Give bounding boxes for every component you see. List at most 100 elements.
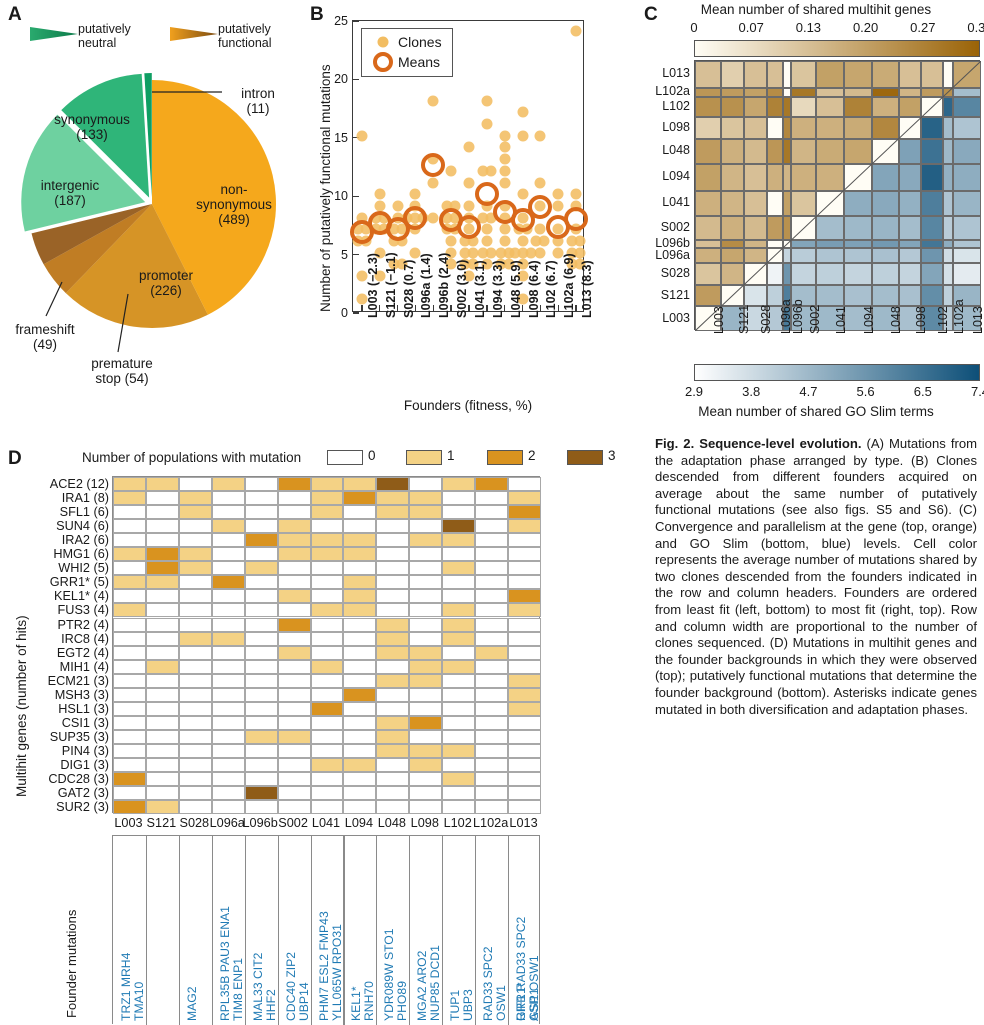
y-tick-label: 5 — [341, 247, 348, 262]
panel-c-cell — [743, 190, 767, 217]
panel-d-cell — [376, 715, 410, 730]
panel-c-cell — [898, 87, 922, 97]
panel-d-cell — [442, 800, 476, 815]
panel-d-cell — [145, 603, 179, 618]
panel-d-cell — [310, 533, 344, 548]
founder-column-separator — [475, 836, 477, 1025]
panel-d-heatmap: D Number of populations with mutation AC… — [0, 428, 650, 1025]
clone-point — [481, 258, 493, 270]
panel-c-cell — [791, 239, 817, 249]
panel-d-cell — [277, 617, 311, 632]
y-tick-mark — [353, 137, 359, 139]
panel-d-cell — [409, 547, 443, 562]
panel-d-cell — [343, 603, 377, 618]
panel-c-cell — [721, 96, 744, 118]
panel-d-cell — [113, 701, 146, 716]
panel-d-cell — [113, 772, 146, 787]
panel-d-cell — [178, 673, 212, 688]
panel-d-row-label-PIN4: PIN4 (3) — [61, 743, 109, 758]
panel-c-cell — [743, 87, 767, 97]
panel-c-cell — [952, 239, 981, 249]
clone-point — [530, 235, 542, 247]
panel-c-cell — [843, 61, 873, 88]
panel-c-cell — [721, 239, 744, 249]
panel-d-row-label-HMG1: HMG1 (6) — [53, 547, 109, 562]
panel-c-cell — [721, 263, 744, 285]
x-tick-label-7: L094 (3.3) — [490, 260, 505, 318]
panel-d-cell — [376, 673, 410, 688]
panel-d-cell — [145, 758, 179, 773]
panel-c-cell — [843, 190, 873, 217]
panel-c-cell — [791, 61, 817, 88]
panel-d-cell — [211, 673, 245, 688]
panel-d-col-label-S028: S028 — [179, 816, 210, 831]
panel-d-cell — [409, 477, 443, 492]
clone-point — [517, 247, 529, 259]
panel-d-legend-swatch-3 — [567, 450, 603, 465]
panel-d-cell — [442, 758, 476, 773]
clone-point — [570, 188, 582, 200]
x-tick-mark — [521, 305, 524, 311]
pie-label-intron: intron (11) — [241, 86, 275, 116]
panel-c-cell — [695, 216, 722, 240]
clone-point — [566, 258, 578, 270]
panel-d-cell — [409, 617, 443, 632]
panel-c-cell — [872, 216, 899, 240]
panel-d-cell — [475, 617, 509, 632]
x-tick-label-6: L041 (3.1) — [473, 260, 487, 318]
panel-d-cell — [244, 687, 278, 702]
x-tick-mark — [557, 305, 559, 311]
panel-d-cell — [409, 715, 443, 730]
panel-d-cell — [310, 715, 344, 730]
panel-d-cell — [376, 786, 410, 801]
panel-c-cell — [782, 239, 792, 249]
panel-c-cell — [872, 87, 899, 97]
panel-d-cell — [475, 519, 509, 534]
panel-d-cell — [376, 561, 410, 576]
panel-d-cell — [211, 533, 245, 548]
founder-mutation-text: GRR1* — [514, 982, 529, 1021]
panel-c-cell — [952, 117, 981, 139]
clone-point — [467, 258, 479, 270]
panel-d-row-label-HSL1: HSL1 (3) — [58, 701, 109, 716]
panel-d-col-label-L003: L003 — [114, 816, 143, 831]
panel-d-cell — [409, 575, 443, 590]
panel-c-cell — [695, 239, 722, 249]
founder-column-separator — [310, 836, 312, 1025]
panel-d-cell — [178, 687, 212, 702]
clone-point — [388, 235, 400, 247]
panel-c-cell — [952, 138, 981, 164]
panel-d-cell — [442, 561, 476, 576]
top-colorbar-tick-1: 0.07 — [738, 20, 764, 35]
clone-point — [445, 235, 457, 247]
panel-d-cell — [211, 505, 245, 520]
panel-c-cell — [898, 117, 922, 139]
panel-d-row-label-MIH1: MIH1 (4) — [59, 659, 109, 674]
panel-c-cell — [766, 117, 783, 139]
panel-c-cell — [942, 216, 953, 240]
panel-c-cell — [743, 284, 767, 307]
panel-d-cell — [376, 743, 410, 758]
panel-d-cell — [113, 547, 146, 562]
panel-c-cell — [942, 138, 953, 164]
panel-c-row-label-L102: L102 — [662, 99, 690, 114]
panel-d-cell — [244, 659, 278, 674]
panel-c-cell — [898, 248, 922, 264]
panel-c-matrix — [694, 60, 981, 331]
panel-d-col-label-L094: L094 — [344, 816, 374, 831]
panel-d-cell — [343, 645, 377, 660]
panel-d-cell — [442, 743, 476, 758]
pie-label-premature-stop: premature stop (54) — [91, 356, 153, 386]
clone-point — [388, 258, 400, 270]
panel-d-cell — [211, 617, 245, 632]
panel-d-cell — [409, 786, 443, 801]
x-tick-label-1: S121 (−1.1) — [383, 252, 398, 318]
panel-c-cell — [791, 117, 817, 139]
panel-d-cell — [343, 758, 377, 773]
panel-c-col-label-L041: L041 — [834, 306, 849, 334]
panel-c-cell — [721, 87, 744, 97]
panel-c-top-colorbar-title: Mean number of shared multihit genes — [700, 2, 932, 17]
panel-d-cell — [244, 575, 278, 590]
clone-point — [499, 141, 511, 153]
founder-mutation-text: CDC40 ZIP2 — [283, 951, 298, 1021]
